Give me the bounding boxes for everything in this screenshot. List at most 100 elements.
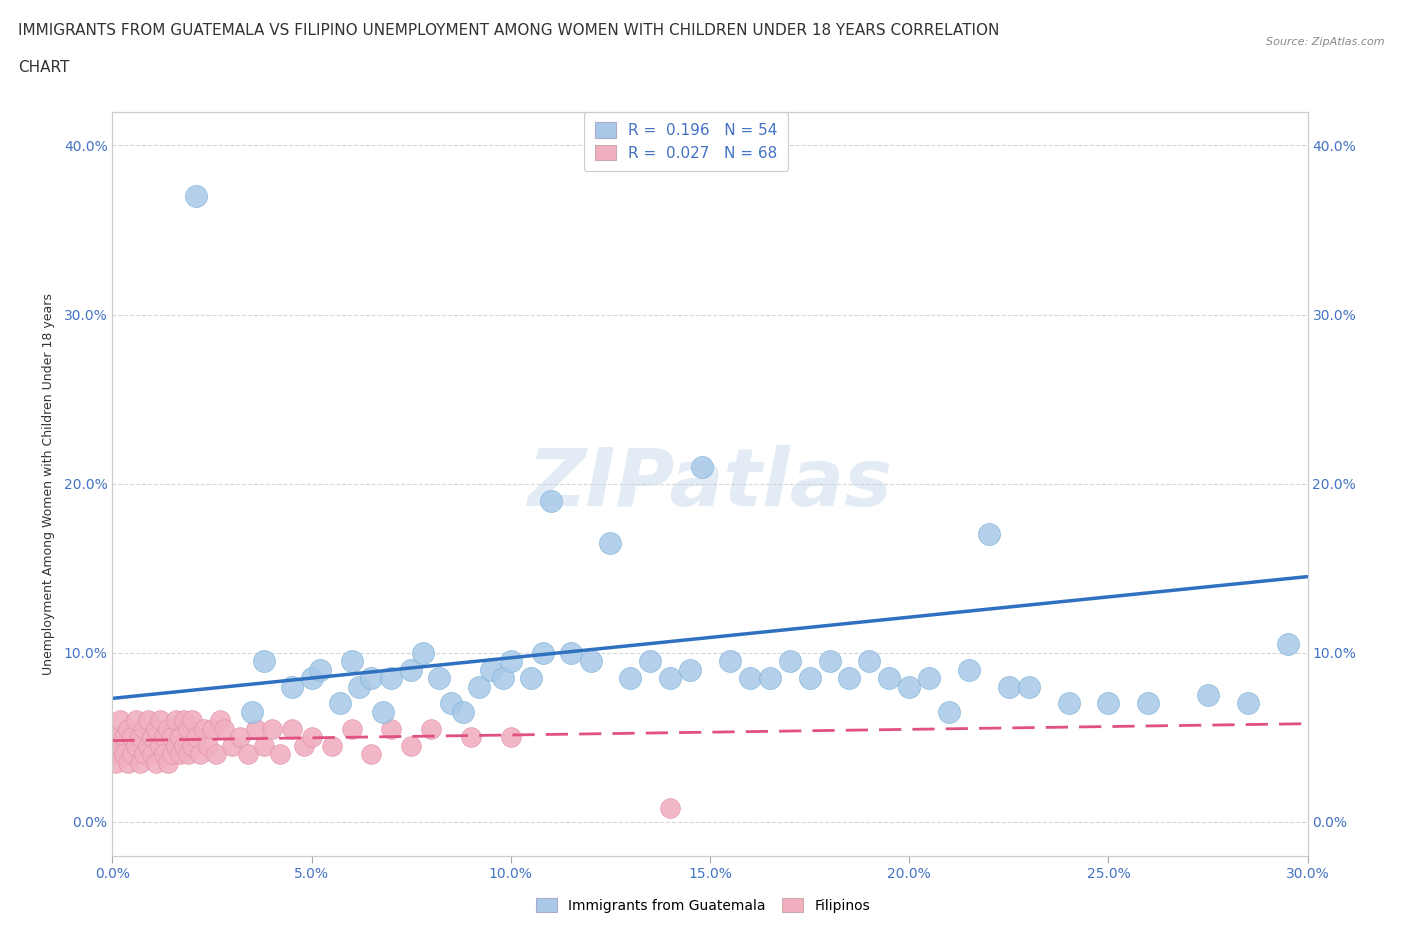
Point	[619, 671, 641, 685]
Point	[138, 738, 160, 753]
Point	[499, 654, 522, 669]
Point	[162, 747, 183, 762]
Point	[540, 493, 562, 508]
Point	[360, 747, 382, 762]
Point	[1197, 687, 1219, 702]
Point	[114, 730, 135, 745]
Point	[1057, 696, 1080, 711]
Point	[281, 722, 304, 737]
Point	[349, 679, 371, 694]
Point	[221, 738, 243, 753]
Point	[329, 696, 352, 711]
Point	[938, 704, 960, 719]
Point	[114, 747, 135, 762]
Point	[209, 713, 232, 728]
Point	[427, 671, 450, 685]
Point	[373, 704, 395, 719]
Point	[245, 722, 267, 737]
Point	[110, 713, 132, 728]
Point	[173, 738, 195, 753]
Point	[145, 755, 167, 770]
Point	[186, 730, 208, 745]
Point	[269, 747, 291, 762]
Point	[177, 722, 200, 737]
Point	[879, 671, 901, 685]
Point	[738, 671, 761, 685]
Point	[157, 722, 180, 737]
Point	[1237, 696, 1260, 711]
Point	[165, 738, 187, 753]
Point	[360, 671, 382, 685]
Point	[451, 704, 474, 719]
Point	[281, 679, 304, 694]
Point	[579, 654, 602, 669]
Point	[212, 722, 235, 737]
Text: CHART: CHART	[18, 60, 70, 75]
Text: IMMIGRANTS FROM GUATEMALA VS FILIPINO UNEMPLOYMENT AMONG WOMEN WITH CHILDREN UND: IMMIGRANTS FROM GUATEMALA VS FILIPINO UN…	[18, 23, 1000, 38]
Point	[560, 645, 582, 660]
Point	[201, 722, 224, 737]
Point	[499, 730, 522, 745]
Point	[165, 713, 187, 728]
Point	[121, 747, 143, 762]
Point	[138, 713, 160, 728]
Text: Source: ZipAtlas.com: Source: ZipAtlas.com	[1267, 37, 1385, 47]
Point	[181, 713, 204, 728]
Point	[799, 671, 821, 685]
Point	[898, 679, 921, 694]
Point	[110, 738, 132, 753]
Y-axis label: Unemployment Among Women with Children Under 18 years: Unemployment Among Women with Children U…	[42, 293, 55, 674]
Point	[197, 738, 219, 753]
Point	[134, 747, 156, 762]
Point	[177, 747, 200, 762]
Point	[301, 671, 323, 685]
Point	[125, 738, 148, 753]
Point	[659, 671, 682, 685]
Point	[253, 654, 276, 669]
Point	[141, 747, 163, 762]
Point	[321, 738, 343, 753]
Point	[1018, 679, 1040, 694]
Point	[420, 722, 443, 737]
Point	[125, 713, 148, 728]
Point	[479, 662, 502, 677]
Point	[460, 730, 482, 745]
Point	[169, 730, 191, 745]
Point	[1137, 696, 1160, 711]
Point	[759, 671, 782, 685]
Point	[129, 755, 152, 770]
Point	[173, 713, 195, 728]
Point	[380, 722, 402, 737]
Point	[492, 671, 515, 685]
Point	[659, 801, 682, 816]
Point	[1097, 696, 1119, 711]
Point	[690, 459, 713, 474]
Point	[134, 722, 156, 737]
Point	[260, 722, 283, 737]
Point	[401, 738, 423, 753]
Point	[117, 722, 139, 737]
Point	[292, 738, 315, 753]
Point	[1277, 637, 1299, 652]
Point	[253, 738, 276, 753]
Point	[531, 645, 554, 660]
Point	[599, 536, 621, 551]
Point	[640, 654, 662, 669]
Point	[838, 671, 860, 685]
Point	[145, 722, 167, 737]
Point	[105, 730, 128, 745]
Legend: R =  0.196   N = 54, R =  0.027   N = 68: R = 0.196 N = 54, R = 0.027 N = 68	[583, 112, 789, 171]
Point	[918, 671, 941, 685]
Point	[141, 730, 163, 745]
Text: ZIPatlas: ZIPatlas	[527, 445, 893, 523]
Point	[105, 755, 128, 770]
Point	[101, 747, 124, 762]
Point	[520, 671, 543, 685]
Point	[308, 662, 330, 677]
Point	[205, 747, 228, 762]
Point	[188, 747, 211, 762]
Point	[162, 730, 183, 745]
Point	[380, 671, 402, 685]
Point	[181, 738, 204, 753]
Point	[117, 755, 139, 770]
